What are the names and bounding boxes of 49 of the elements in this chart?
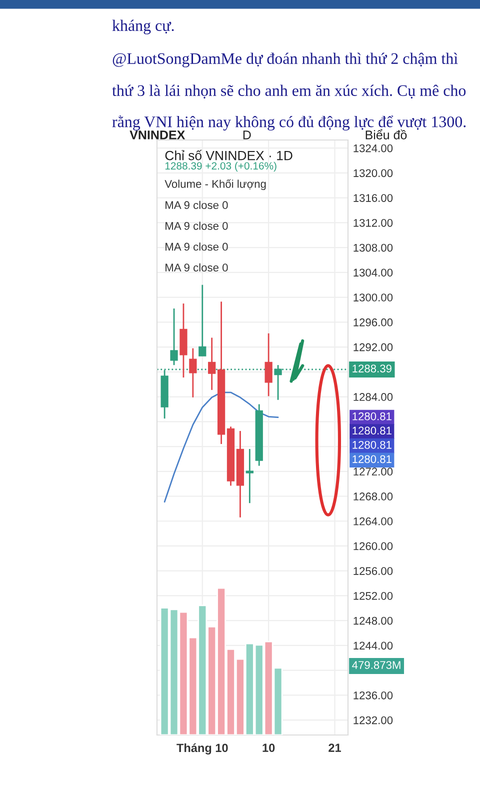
line-series	[164, 392, 279, 503]
text: thứ 3 là lái nhọn sẽ cho anh em ăn xúc xích. Cụ mê cho	[112, 84, 466, 98]
y-tick-label: 1284.00	[354, 393, 393, 401]
y-tick-label: 1236.00	[354, 691, 393, 700]
x-tick-label: Tháng 10	[176, 743, 228, 754]
y-tick-label: 1296.00	[354, 318, 393, 326]
candlestick	[189, 348, 197, 398]
y-tick-label: 1320.00	[354, 169, 393, 178]
y-tick-label: 1248.00	[354, 616, 393, 625]
annotation: MA 9 close 0	[166, 263, 228, 272]
x-tick-label: 21	[328, 744, 341, 752]
annotation: Volume - Khối lượng	[164, 179, 266, 190]
y-tick-label: 1312.00	[354, 218, 393, 227]
text: 1280.81	[352, 412, 392, 420]
text: Biểu đồ	[366, 129, 407, 140]
y-tick-label: 1316.00	[354, 194, 393, 202]
y-tick-label: 1256.00	[354, 567, 393, 575]
y-tick-label: 1300.00	[354, 294, 393, 302]
annotation: 1288.39 +2.03 (+0.16%)	[165, 162, 276, 172]
y-tick-label: 1244.00	[354, 642, 393, 650]
text: 1280.81	[352, 455, 392, 464]
y-tick-label: 1260.00	[354, 542, 393, 550]
y-tick-label: 1292.00	[354, 343, 393, 352]
text: 479.873M	[352, 661, 400, 669]
y-tick-label: 1324.00	[354, 144, 393, 152]
y-tick-label: 1304.00	[354, 268, 393, 277]
ref-line-label: 1288.39	[352, 364, 392, 372]
candlestick	[246, 448, 254, 504]
y-tick-label: 1232.00	[354, 716, 393, 724]
y-tick-label: 1252.00	[354, 592, 393, 600]
text: D	[243, 130, 251, 140]
text: VNINDEX	[130, 130, 186, 140]
y-tick-label: 1268.00	[354, 492, 393, 500]
y-tick-label: 1308.00	[354, 244, 393, 252]
candlestick	[198, 284, 206, 356]
annotation: MA 9 close 0	[166, 200, 228, 210]
text: 1280.81	[352, 440, 392, 449]
candlestick	[264, 332, 272, 397]
text: kháng cự.	[112, 20, 174, 34]
annotation: MA 9 close 0	[166, 222, 228, 230]
y-tick-label: 1272.00	[354, 468, 393, 476]
text: 1280.81	[352, 426, 392, 435]
text: Chỉ số VNINDEX · 1D	[165, 150, 292, 160]
candlestick	[170, 308, 178, 366]
annotation: MA 9 close 0	[166, 242, 228, 251]
y-tick-label: 1264.00	[354, 517, 393, 526]
x-tick-label: 10	[262, 744, 275, 752]
candlestick	[208, 337, 216, 391]
text: @LuotSongDamMe dự đoán nhanh thì thứ 2 chậm thì	[112, 52, 458, 68]
